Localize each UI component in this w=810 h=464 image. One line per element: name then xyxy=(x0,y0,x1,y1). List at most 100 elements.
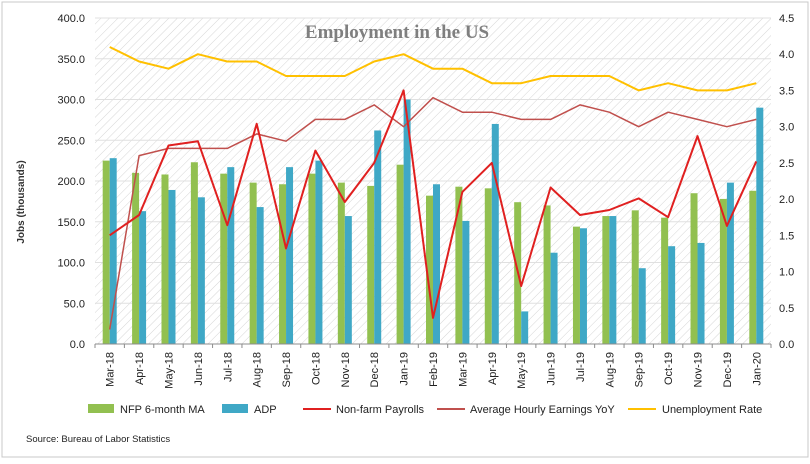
x-tick-label: Oct-18 xyxy=(310,352,322,385)
adp-bar xyxy=(491,123,499,344)
nfp-ma-bar xyxy=(719,198,727,344)
x-tick-label: Aug-19 xyxy=(604,352,616,387)
adp-bar xyxy=(726,182,734,344)
x-tick-label: Aug-18 xyxy=(252,352,264,387)
x-tick-label: Sep-18 xyxy=(281,352,293,387)
adp-bar xyxy=(609,216,617,344)
x-tick-label: Dec-18 xyxy=(369,352,381,387)
x-tick-label: May-19 xyxy=(516,352,528,389)
x-tick-label: Oct-19 xyxy=(663,352,675,385)
adp-bar xyxy=(462,220,470,344)
chart-title: Employment in the US xyxy=(305,22,489,43)
y2-tick-label: 1.0 xyxy=(779,267,794,279)
y-tick-label: 300.0 xyxy=(57,95,85,107)
nfp-ma-bar xyxy=(543,205,551,344)
y2-tick-label: 3.5 xyxy=(779,85,794,97)
legend-nfp-ma-swatch xyxy=(88,404,114,413)
nfp-ma-bar xyxy=(690,193,698,344)
nfp-ma-bar xyxy=(661,217,669,344)
nfp-ma-bar xyxy=(602,216,610,344)
y-tick-label: 250.0 xyxy=(57,135,85,147)
x-tick-label: Nov-19 xyxy=(693,352,705,387)
y-tick-label: 50.0 xyxy=(64,298,85,310)
nfp-ma-bar xyxy=(190,162,198,344)
adp-bar xyxy=(256,207,264,344)
nfp-ma-bar xyxy=(426,195,433,344)
legend-adp-label: ADP xyxy=(254,404,277,416)
nfp-ma-bar xyxy=(396,164,404,344)
y2-tick-label: 4.0 xyxy=(779,49,794,61)
nfp-ma-bar xyxy=(337,182,345,344)
y2-tick-label: 2.5 xyxy=(779,158,794,170)
nfp-ma-bar xyxy=(308,173,316,344)
nfp-ma-bar xyxy=(572,226,580,344)
nfp-ma-bar xyxy=(749,190,757,344)
adp-bar xyxy=(227,167,235,344)
x-tick-label: Feb-19 xyxy=(428,352,440,387)
nfp-ma-bar xyxy=(220,173,228,344)
legend-unemployment-label: Unemployment Rate xyxy=(662,404,762,416)
x-tick-label: Mar-18 xyxy=(105,352,117,387)
axes-layer: 0.0 50.0 100.0 150.0 200.0 250.0 300.0 350.0 400… xyxy=(57,13,794,389)
y2-tick-label: 0.0 xyxy=(779,339,794,351)
adp-bar xyxy=(697,242,705,344)
legend-adp-swatch xyxy=(222,404,248,413)
x-tick-label: Mar-19 xyxy=(457,352,469,387)
adp-bar xyxy=(756,107,764,345)
y-axis-label: Jobs (thousands) xyxy=(16,160,27,243)
adp-bar xyxy=(638,268,646,344)
adp-bar xyxy=(550,252,558,344)
adp-bar xyxy=(668,246,676,344)
adp-bar xyxy=(521,311,529,344)
y2-tick-label: 4.5 xyxy=(779,13,794,25)
x-tick-label: Jun-18 xyxy=(193,352,205,386)
nfp-ma-bar xyxy=(161,174,169,344)
nfp-ma-bar xyxy=(367,185,375,344)
legend-nfp-ma-label: NFP 6-month MA xyxy=(120,404,205,416)
adp-bar xyxy=(168,189,176,344)
y-tick-label: 100.0 xyxy=(57,258,85,270)
x-tick-label: May-18 xyxy=(163,352,175,389)
x-tick-label: Sep-19 xyxy=(634,352,646,387)
y-tick-label: 200.0 xyxy=(57,176,85,188)
adp-bar xyxy=(109,158,117,344)
nfp-ma-bar xyxy=(455,186,463,344)
adp-bar xyxy=(197,197,205,344)
lines-layer xyxy=(108,46,758,330)
adp-bar xyxy=(139,211,147,344)
adp-bar xyxy=(286,167,294,344)
adp-bar xyxy=(344,216,352,344)
unemployment-line xyxy=(109,46,757,92)
nfp-ma-bar xyxy=(279,184,287,344)
x-tick-label: Jul-19 xyxy=(575,352,587,382)
y-tick-label: 150.0 xyxy=(57,217,85,229)
x-tick-label: Nov-18 xyxy=(340,352,352,387)
y2-tick-label: 1.5 xyxy=(779,230,794,242)
x-tick-label: Jan-19 xyxy=(399,352,411,386)
x-tick-label: Jun-19 xyxy=(546,352,558,386)
nfp-ma-bar xyxy=(249,182,257,344)
y2-tick-label: 0.5 xyxy=(779,303,794,315)
nfp-ma-bar xyxy=(102,160,110,344)
adp-bar xyxy=(579,228,587,344)
x-tick-label: Apr-18 xyxy=(134,352,146,385)
legend-ahe-label: Average Hourly Earnings YoY xyxy=(470,404,615,416)
adp-bar xyxy=(403,99,411,344)
y-tick-label: 400.0 xyxy=(57,13,85,25)
bars-layer xyxy=(102,99,764,345)
nfp-line xyxy=(109,89,758,319)
y-tick-label: 0.0 xyxy=(70,339,85,351)
nfp-ma-bar xyxy=(631,210,639,344)
source-note: Source: Bureau of Labor Statistics xyxy=(26,434,170,445)
x-tick-label: Dec-19 xyxy=(722,352,734,387)
nfp-ma-bar xyxy=(484,188,492,344)
y2-tick-label: 2.0 xyxy=(779,194,794,206)
nfp-ma-bar xyxy=(132,172,140,344)
adp-bar xyxy=(374,130,382,344)
adp-bar xyxy=(433,184,440,344)
x-tick-label: Apr-19 xyxy=(487,352,499,385)
y-tick-label: 350.0 xyxy=(57,54,85,66)
y2-tick-label: 3.0 xyxy=(779,122,794,134)
